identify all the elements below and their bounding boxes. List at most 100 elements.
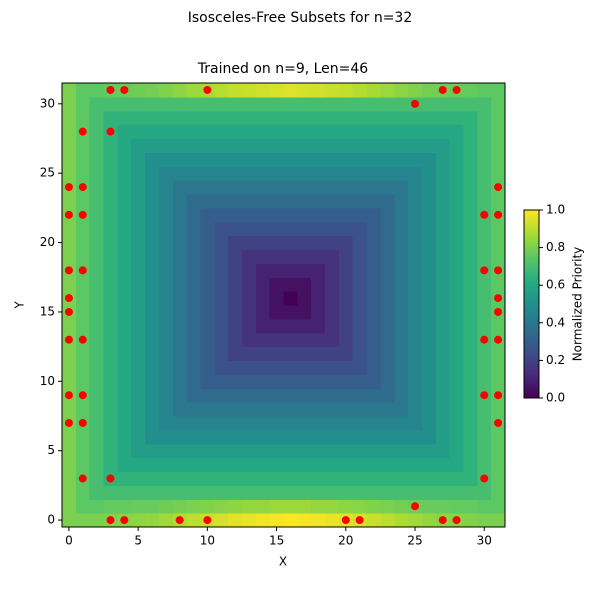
- heatmap-cell: [283, 513, 298, 528]
- heatmap-cell: [117, 96, 132, 112]
- heatmap-cell: [103, 221, 118, 237]
- point: [78, 127, 87, 136]
- heatmap-cell: [228, 457, 243, 472]
- point: [64, 183, 73, 192]
- heatmap-cell: [394, 513, 409, 528]
- heatmap-cell: [408, 332, 423, 348]
- heatmap-cell: [103, 277, 118, 292]
- heatmap-cell: [366, 332, 381, 348]
- heatmap-cell: [89, 263, 105, 278]
- heatmap-cell: [145, 485, 160, 500]
- heatmap-cell: [117, 485, 132, 500]
- heatmap-cell: [408, 277, 423, 292]
- heatmap-cell: [463, 194, 478, 209]
- x-tick-label: 30: [477, 534, 492, 548]
- heatmap-cell: [145, 124, 160, 139]
- heatmap-cell: [463, 388, 478, 403]
- heatmap-cell: [269, 457, 284, 472]
- heatmap-cell: [145, 429, 160, 445]
- heatmap-cell: [408, 180, 423, 195]
- heatmap-cell: [172, 457, 188, 472]
- heatmap-cell: [172, 291, 188, 306]
- heatmap-cell: [366, 263, 381, 278]
- heatmap-cell: [338, 360, 354, 375]
- heatmap-cell: [477, 221, 492, 237]
- heatmap-cell: [241, 318, 257, 334]
- heatmap-cell: [158, 332, 174, 348]
- heatmap-cell: [352, 429, 368, 445]
- heatmap-cell: [158, 166, 174, 181]
- heatmap-cell: [89, 166, 105, 181]
- heatmap-cell: [145, 346, 160, 361]
- heatmap-cell: [435, 457, 451, 472]
- heatmap-cell: [269, 152, 284, 167]
- heatmap-cell: [394, 318, 409, 334]
- heatmap-cell: [158, 277, 174, 292]
- y-tick-label: 30: [40, 96, 55, 110]
- heatmap-cell: [394, 457, 409, 472]
- heatmap-cell: [241, 96, 257, 112]
- heatmap-cell: [366, 499, 381, 514]
- heatmap-cell: [463, 221, 478, 237]
- heatmap-cell: [200, 499, 215, 514]
- heatmap-cell: [325, 124, 340, 139]
- heatmap-cell: [408, 513, 423, 528]
- heatmap-cell: [394, 346, 409, 361]
- heatmap-cell: [62, 83, 77, 98]
- heatmap-cell: [297, 166, 312, 181]
- heatmap-cell: [145, 207, 160, 223]
- heatmap-cell: [463, 318, 478, 334]
- heatmap-cell: [186, 346, 201, 361]
- heatmap-cell: [158, 110, 174, 126]
- heatmap-cell: [408, 235, 423, 250]
- heatmap-cell: [366, 83, 381, 98]
- colorbar-tick-label: 1.0: [546, 203, 565, 217]
- heatmap-cell: [117, 194, 132, 209]
- point: [78, 266, 87, 275]
- heatmap-cell: [75, 249, 91, 264]
- heatmap-cell: [435, 332, 451, 348]
- heatmap-cell: [366, 485, 381, 500]
- heatmap-cell: [145, 374, 160, 389]
- heatmap-cell: [283, 207, 298, 223]
- heatmap-cell: [311, 499, 326, 514]
- heatmap-cell: [477, 249, 492, 264]
- heatmap-cell: [463, 346, 478, 361]
- heatmap-cell: [62, 152, 77, 167]
- heatmap-cell: [297, 485, 312, 500]
- heatmap-cell: [255, 318, 271, 334]
- heatmap-cell: [172, 249, 188, 264]
- heatmap-cell: [89, 332, 105, 348]
- heatmap-cell: [477, 443, 492, 459]
- heatmap-cell: [103, 388, 118, 403]
- heatmap-cell: [338, 305, 354, 320]
- heatmap-cell: [200, 152, 215, 167]
- heatmap-cell: [145, 457, 160, 472]
- heatmap-cell: [408, 152, 423, 167]
- heatmap-cell: [89, 416, 105, 431]
- heatmap-cell: [255, 291, 271, 306]
- heatmap-cell: [380, 332, 395, 348]
- heatmap-cell: [200, 235, 215, 250]
- heatmap-cell: [269, 305, 284, 320]
- heatmap-cell: [214, 332, 229, 348]
- heatmap-cell: [408, 305, 423, 320]
- heatmap-cell: [325, 429, 340, 445]
- heatmap-cell: [241, 332, 257, 348]
- heatmap-cell: [352, 374, 368, 389]
- heatmap-cell: [311, 249, 326, 264]
- heatmap-cell: [325, 402, 340, 417]
- heatmap-cell: [366, 429, 381, 445]
- heatmap-cell: [435, 318, 451, 334]
- heatmap-cell: [131, 194, 146, 209]
- heatmap-cell: [421, 471, 437, 486]
- heatmap-cell: [269, 443, 284, 459]
- heatmap-cell: [89, 152, 105, 167]
- heatmap-cell: [228, 249, 243, 264]
- heatmap-cell: [435, 263, 451, 278]
- heatmap-cell: [297, 457, 312, 472]
- heatmap-cell: [463, 332, 478, 348]
- heatmap-cell: [325, 83, 340, 98]
- heatmap-cell: [172, 485, 188, 500]
- point: [494, 210, 503, 219]
